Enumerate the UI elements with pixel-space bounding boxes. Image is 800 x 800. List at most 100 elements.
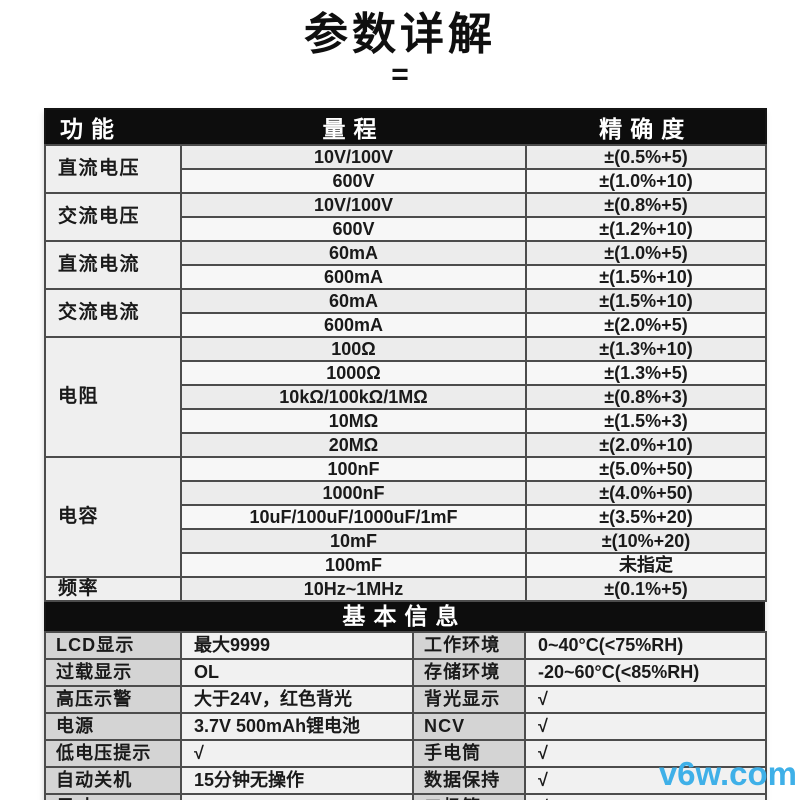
range-cell: 1000nF xyxy=(180,480,527,506)
accuracy-cell: ±(0.8%+5) xyxy=(525,192,767,218)
table-row: 100mF 未指定 xyxy=(45,552,767,578)
basic-info-header: 基本信息 xyxy=(44,602,765,631)
info-label: 自动关机 xyxy=(44,766,182,795)
info-value: 3.7V 500mAh锂电池 xyxy=(180,712,414,741)
table-row: 直流电压 10V/100V ±(0.5%+5) xyxy=(44,144,767,194)
info-value: 大于24V，红色背光 xyxy=(180,685,414,714)
info-label: 工作环境 xyxy=(412,631,526,660)
table-row: 20MΩ ±(2.0%+10) xyxy=(45,432,767,458)
function-cell: 交流电流 xyxy=(44,288,182,338)
table-row: 尺寸 137*70*20mm 二极管 √ xyxy=(44,793,767,800)
function-cell: 电容 xyxy=(44,456,182,578)
accuracy-cell: ±(0.8%+3) xyxy=(525,384,767,410)
table-row: 10MΩ ±(1.5%+3) xyxy=(45,408,767,434)
table-row: 600V ±(1.2%+10) xyxy=(45,216,767,242)
range-cell: 1000Ω xyxy=(180,360,527,386)
table-row: 交流电流 60mA ±(1.5%+10) xyxy=(44,288,767,338)
table-row: 电阻 100Ω ±(1.3%+10) xyxy=(44,336,767,458)
table-row: 自动关机 15分钟无操作 数据保持 √ xyxy=(44,766,767,795)
range-cell: 10kΩ/100kΩ/1MΩ xyxy=(180,384,527,410)
spec-header-range: 量程 xyxy=(180,108,527,146)
info-value: OL xyxy=(180,658,414,687)
info-label: 高压示警 xyxy=(44,685,182,714)
table-row: 1000Ω ±(1.3%+5) xyxy=(45,360,767,386)
spec-header-function: 功能 xyxy=(44,108,182,146)
title-divider-icon: = xyxy=(391,57,409,91)
spec-sheet: 功能 量程 精确度 直流电压 10V/100V ±(0.5%+5) 600V ±… xyxy=(44,108,767,800)
range-cell: 10V/100V xyxy=(180,144,527,170)
spec-header-accuracy: 精确度 xyxy=(525,108,767,146)
function-cell: 交流电压 xyxy=(44,192,182,242)
range-cell: 10Hz~1MHz xyxy=(180,576,527,602)
watermark-logo: v6w.com xyxy=(658,755,797,792)
table-row: 600mA ±(2.0%+5) xyxy=(45,312,767,338)
info-label: LCD显示 xyxy=(44,631,182,660)
function-cell: 频率 xyxy=(44,576,182,602)
accuracy-cell: ±(10%+20) xyxy=(525,528,767,554)
table-row: 低电压提示 √ 手电筒 √ xyxy=(44,739,767,768)
range-cell: 10uF/100uF/1000uF/1mF xyxy=(180,504,527,530)
info-label: 手电筒 xyxy=(412,739,526,768)
accuracy-cell: ±(1.3%+5) xyxy=(525,360,767,386)
function-cell: 直流电流 xyxy=(44,240,182,290)
table-row: LCD显示 最大9999 工作环境 0~40°C(<75%RH) xyxy=(44,631,767,660)
accuracy-cell: 未指定 xyxy=(525,552,767,578)
accuracy-cell: ±(0.1%+5) xyxy=(525,576,767,602)
info-label: NCV xyxy=(412,712,526,741)
range-cell: 10V/100V xyxy=(180,192,527,218)
basic-info-table: LCD显示 最大9999 工作环境 0~40°C(<75%RH) 过载显示 OL… xyxy=(44,631,767,800)
accuracy-cell: ±(1.5%+3) xyxy=(525,408,767,434)
accuracy-cell: ±(3.5%+20) xyxy=(525,504,767,530)
accuracy-cell: ±(2.0%+10) xyxy=(525,432,767,458)
info-value: √ xyxy=(524,793,767,800)
info-value: √ xyxy=(524,739,767,768)
table-row: 1000nF ±(4.0%+50) xyxy=(45,480,767,506)
table-row: 10kΩ/100kΩ/1MΩ ±(0.8%+3) xyxy=(45,384,767,410)
accuracy-cell: ±(1.0%+10) xyxy=(525,168,767,194)
table-row: 600V ±(1.0%+10) xyxy=(45,168,767,194)
table-row: 电容 100nF ±(5.0%+50) xyxy=(44,456,767,578)
range-cell: 600V xyxy=(180,168,527,194)
range-cell: 600mA xyxy=(180,264,527,290)
accuracy-cell: ±(5.0%+50) xyxy=(525,456,767,482)
range-cell: 600V xyxy=(180,216,527,242)
info-value: 0~40°C(<75%RH) xyxy=(524,631,767,660)
table-row: 10uF/100uF/1000uF/1mF ±(3.5%+20) xyxy=(45,504,767,530)
accuracy-cell: ±(1.3%+10) xyxy=(525,336,767,362)
info-label: 低电压提示 xyxy=(44,739,182,768)
range-cell: 10mF xyxy=(180,528,527,554)
info-value: 最大9999 xyxy=(180,631,414,660)
range-cell: 600mA xyxy=(180,312,527,338)
table-row: 交流电压 10V/100V ±(0.8%+5) xyxy=(44,192,767,242)
table-row: 10mF ±(10%+20) xyxy=(45,528,767,554)
range-cell: 100mF xyxy=(180,552,527,578)
range-cell: 100nF xyxy=(180,456,527,482)
info-label: 过载显示 xyxy=(44,658,182,687)
info-label: 二极管 xyxy=(412,793,526,800)
info-value: 137*70*20mm xyxy=(180,793,414,800)
accuracy-cell: ±(0.5%+5) xyxy=(525,144,767,170)
accuracy-cell: ±(1.5%+10) xyxy=(525,264,767,290)
table-row: 频率 10Hz~1MHz ±(0.1%+5) xyxy=(44,576,767,602)
info-label: 尺寸 xyxy=(44,793,182,800)
info-label: 存储环境 xyxy=(412,658,526,687)
table-row: 过载显示 OL 存储环境 -20~60°C(<85%RH) xyxy=(44,658,767,687)
range-cell: 60mA xyxy=(180,240,527,266)
range-cell: 100Ω xyxy=(180,336,527,362)
info-label: 电源 xyxy=(44,712,182,741)
function-cell: 直流电压 xyxy=(44,144,182,194)
function-cell: 电阻 xyxy=(44,336,182,458)
info-value: 15分钟无操作 xyxy=(180,766,414,795)
table-row: 电源 3.7V 500mAh锂电池 NCV √ xyxy=(44,712,767,741)
accuracy-cell: ±(1.2%+10) xyxy=(525,216,767,242)
table-row: 直流电流 60mA ±(1.0%+5) xyxy=(44,240,767,290)
info-value: √ xyxy=(524,766,767,795)
accuracy-cell: ±(1.0%+5) xyxy=(525,240,767,266)
info-value: -20~60°C(<85%RH) xyxy=(524,658,767,687)
table-row: 600mA ±(1.5%+10) xyxy=(45,264,767,290)
info-value: √ xyxy=(524,712,767,741)
accuracy-cell: ±(1.5%+10) xyxy=(525,288,767,314)
table-row: 高压示警 大于24V，红色背光 背光显示 √ xyxy=(44,685,767,714)
info-value: √ xyxy=(180,739,414,768)
info-label: 背光显示 xyxy=(412,685,526,714)
